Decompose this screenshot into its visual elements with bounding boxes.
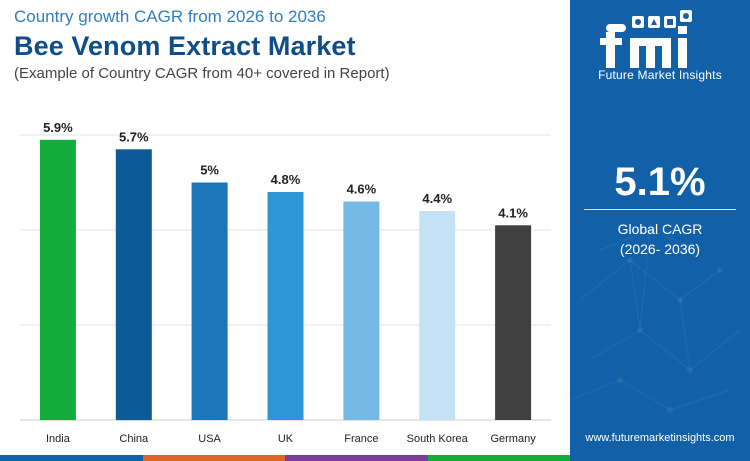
data-label: 4.1% <box>498 205 528 220</box>
data-label: 5.7% <box>119 129 149 144</box>
data-label: 5.9% <box>43 120 73 135</box>
logo-mark-icon <box>600 10 692 68</box>
x-tick-label: China <box>119 433 149 445</box>
bottom-bar-segment <box>0 455 143 461</box>
bottom-bar-segment <box>142 455 285 461</box>
bar-france <box>343 201 380 420</box>
bottom-color-bar <box>0 455 570 461</box>
bar-south-korea <box>419 211 456 420</box>
bar-india <box>39 139 76 421</box>
bar-uk <box>267 192 304 420</box>
divider <box>584 209 736 210</box>
data-label: 4.6% <box>347 182 377 197</box>
x-tick-label: France <box>344 433 378 445</box>
website-link[interactable]: www.futuremarketinsights.com <box>585 432 735 444</box>
chart-title: Bee Venom Extract Market <box>14 31 356 61</box>
x-tick-label: India <box>46 433 71 445</box>
x-tick-label: Germany <box>490 433 536 445</box>
global-cagr-label-line1: Global CAGR <box>617 221 703 237</box>
data-label: 4.8% <box>271 172 301 187</box>
bar-china <box>115 149 152 421</box>
logo-text: Future Market Insights <box>598 68 722 82</box>
bar-germany <box>495 225 532 420</box>
global-cagr-label: Global CAGR (2026- 2036) <box>570 219 750 259</box>
side-panel: Future Market Insights 5.1% Global CAGR … <box>570 0 750 461</box>
data-label: 5% <box>200 163 219 178</box>
x-tick-label: USA <box>198 433 221 445</box>
bottom-bar-segment <box>427 455 570 461</box>
background-pattern <box>570 227 741 413</box>
x-tick-label: South Korea <box>407 433 469 445</box>
chart-header: Country growth CAGR from 2026 to 2036 Be… <box>14 6 554 84</box>
bar-chart: 5.9% India 5.7% China 5% USA 4.8% UK 4.6% France 4… <box>20 120 551 445</box>
x-tick-label: UK <box>278 433 294 445</box>
global-cagr-value: 5.1% <box>614 160 706 204</box>
global-cagr-label-line2: (2026- 2036) <box>619 241 701 257</box>
bar-usa <box>191 182 228 420</box>
bottom-bar-segment <box>285 455 428 461</box>
chart-note: (Example of Country CAGR from 40+ covere… <box>14 65 390 82</box>
data-label: 4.4% <box>422 191 452 206</box>
chart-subtitle: Country growth CAGR from 2026 to 2036 <box>14 7 326 26</box>
